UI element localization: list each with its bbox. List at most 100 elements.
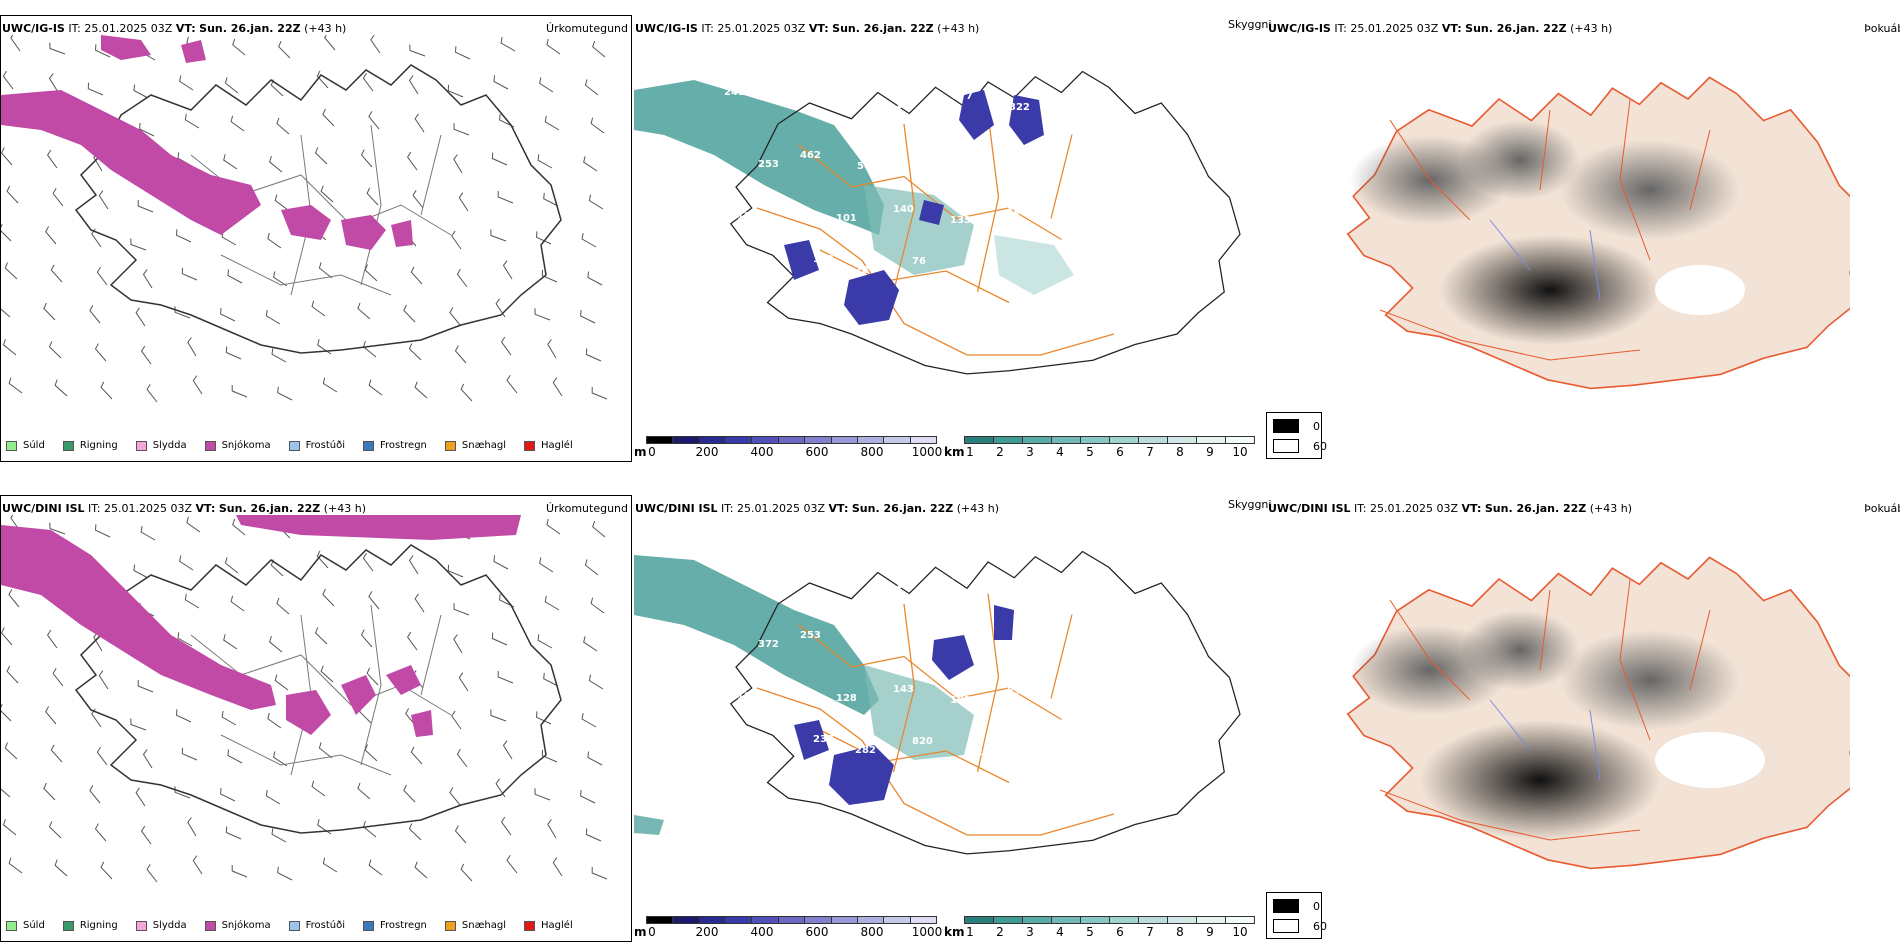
- legend-label: Frostregn: [380, 920, 427, 931]
- colorbar-tick: 200: [695, 445, 719, 459]
- wind-barb: [137, 680, 154, 693]
- colorbar-tick: 6: [1116, 925, 1124, 939]
- ceiling-value-label: 102: [950, 695, 971, 706]
- colorbar-tick: 1000: [911, 445, 943, 459]
- wind-barb: [49, 42, 66, 55]
- wind-barb: [591, 387, 608, 400]
- wind-barb: [223, 634, 238, 650]
- wind-barb: [546, 38, 561, 55]
- wind-barb: [43, 782, 56, 801]
- lead-time: (+43 h): [1589, 502, 1633, 515]
- vt-label: VT:: [828, 502, 849, 515]
- visibility-title: Skyggni: [1228, 498, 1272, 511]
- wind-barb: [271, 828, 287, 843]
- legend-swatch: [204, 920, 216, 931]
- ceiling-value-label: 101: [836, 213, 857, 224]
- vt-label: VT:: [195, 502, 216, 515]
- colorbar-segment: [1167, 916, 1197, 924]
- wind-barb: [541, 749, 558, 763]
- ceiling-header: UWC/DINI ISL IT: 25.01.2025 03Z VT: Sun.…: [635, 502, 999, 515]
- wind-barb: [454, 46, 471, 60]
- colorbar-tick: 6: [1116, 445, 1124, 459]
- ceiling-value-label: 299: [1009, 582, 1030, 593]
- wind-barb: [4, 742, 18, 760]
- colorbar-tick: 200: [695, 925, 719, 939]
- ceiling-value-label: 322: [1009, 102, 1030, 113]
- wind-barb: [10, 35, 21, 52]
- colorbar-segment: [964, 916, 994, 924]
- precip-map: [1, 35, 608, 403]
- vt-value: Sun. 26.jan. 22Z: [851, 502, 954, 515]
- colorbar-segment: [1022, 436, 1052, 444]
- ceiling-value-label: 352: [952, 571, 973, 582]
- wind-barb: [456, 268, 468, 288]
- precip-title: Úrkomutegund: [546, 502, 628, 515]
- wind-barb: [403, 304, 416, 323]
- legend-swatch: [444, 440, 456, 451]
- wind-barb: [449, 787, 461, 806]
- fog-title: Þokuábendi: [1864, 502, 1900, 515]
- colorbar-tick: 7: [1146, 445, 1154, 459]
- wind-barb: [590, 117, 605, 134]
- wind-barb: [140, 526, 156, 541]
- wind-barb: [175, 229, 192, 243]
- legend-swatch: [204, 440, 216, 451]
- wind-barb: [50, 264, 63, 283]
- wind-barb: [230, 115, 245, 132]
- colorbar-tick: 5: [1086, 925, 1094, 939]
- model-name: UWC/IG-IS: [1268, 22, 1331, 35]
- lead-time: (+43 h): [956, 502, 1000, 515]
- wind-barb: [322, 857, 338, 873]
- colorbar-segment: [856, 436, 885, 444]
- wind-barb: [49, 522, 66, 535]
- wind-barb: [232, 518, 246, 536]
- wind-barb: [534, 308, 551, 321]
- model-name: UWC/DINI ISL: [2, 502, 85, 515]
- wind-barb: [52, 667, 64, 687]
- legend-label: Snæhagl: [461, 920, 507, 931]
- ceiling-colorbar: m 0 200 400 600 800 1000: [634, 916, 942, 946]
- legend-label: Frostúði: [305, 920, 345, 931]
- colorbar-segment: [1225, 436, 1255, 444]
- precip-legend: Súld Rigning Slydda Snjókoma Frostúði Frostre…: [6, 440, 591, 451]
- legend-label: Haglél: [541, 920, 573, 931]
- colorbar-tick: 2: [996, 925, 1004, 939]
- wind-barb: [537, 154, 553, 169]
- wind-barb: [146, 383, 158, 403]
- visibility-title: Skyggni: [1228, 18, 1272, 31]
- legend-item: Frostregn: [363, 440, 427, 451]
- colorbar-unit: m: [634, 445, 647, 459]
- wind-barb: [406, 151, 418, 171]
- wind-barb: [187, 337, 197, 357]
- wind-barb: [490, 229, 507, 242]
- ceiling-value-label: 128: [836, 693, 857, 704]
- legend-item: Slydda: [135, 920, 187, 931]
- it-label: IT:: [1354, 502, 1367, 515]
- colorbar-tick: 600: [805, 445, 829, 459]
- wind-barb: [133, 84, 149, 99]
- wind-barb: [314, 627, 328, 645]
- colorbar-segment: [993, 436, 1023, 444]
- wind-barb: [322, 108, 335, 127]
- precip-map: [1, 515, 608, 883]
- wind-barb: [539, 557, 554, 573]
- wind-barb: [181, 747, 198, 761]
- fog-legend-swatch: [1273, 419, 1299, 433]
- wind-barb: [8, 589, 20, 608]
- precip-header: UWC/DINI ISL IT: 25.01.2025 03Z VT: Sun.…: [2, 502, 366, 515]
- it-value: 25.01.2025 03Z: [737, 502, 826, 515]
- wind-barb: [220, 787, 236, 802]
- ceiling-visibility-map: 777 140 168 185 352 299 328 372 253 136 270 269 108 1…: [634, 550, 1241, 855]
- wind-barb: [318, 262, 333, 279]
- wind-barb: [535, 711, 552, 725]
- wind-barb: [552, 857, 563, 877]
- wind-barb: [98, 670, 109, 690]
- wind-barb: [491, 152, 508, 166]
- wind-barb: [48, 341, 62, 359]
- wind-barb: [490, 709, 507, 722]
- wind-barb: [320, 665, 334, 683]
- wind-barb: [500, 37, 516, 52]
- legend-swatch: [363, 920, 374, 931]
- wind-barb: [591, 867, 608, 880]
- colorbar-tick: 7: [1146, 925, 1154, 939]
